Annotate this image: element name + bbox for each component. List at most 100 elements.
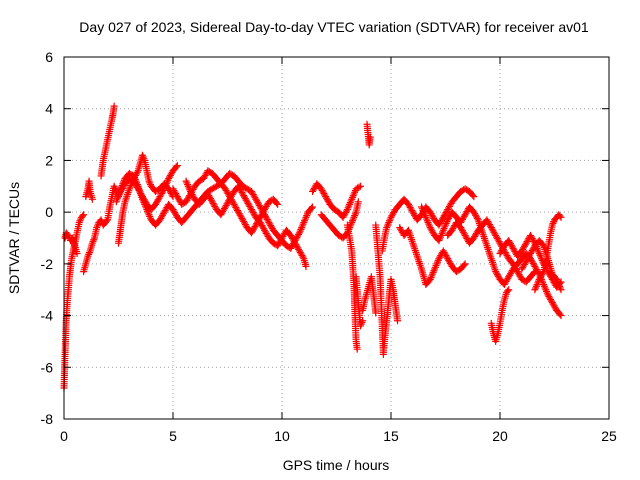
data-point [557,213,565,221]
data-point [356,182,364,190]
data-point [557,312,565,320]
data-point [141,202,149,210]
data-point [184,182,192,190]
data-point [127,181,135,189]
data-point [112,186,120,194]
data-point [437,231,445,239]
data-point [420,210,428,218]
data-points [60,102,565,392]
data-point [531,286,539,294]
data-point [372,309,380,317]
series-track-5 [97,102,118,180]
data-point [182,177,190,185]
data-point [553,277,561,285]
data-point [103,217,111,225]
data-point [539,240,547,248]
data-point [540,282,548,290]
data-point [439,226,447,234]
data-point [541,284,549,292]
x-tick-label: 10 [274,428,290,444]
data-point [557,286,565,294]
data-point [427,274,435,282]
data-point [84,252,92,260]
y-tick-label: 0 [45,204,53,220]
series-track-4 [82,177,96,203]
data-point [556,284,564,292]
data-point [164,176,172,184]
y-tick-label: -4 [41,308,54,324]
data-point [299,220,307,228]
data-point [296,227,304,235]
x-tick-label: 5 [169,428,177,444]
data-point [144,209,152,217]
x-tick-label: 25 [601,428,617,444]
data-point [295,229,303,237]
data-point [532,284,540,292]
data-point [531,268,539,276]
data-point [383,222,391,230]
data-point [184,181,192,189]
data-point [534,279,542,287]
x-tick-label: 15 [383,428,399,444]
y-tick-label: 6 [45,49,53,65]
data-point [442,221,449,229]
data-point [126,183,134,191]
y-axis-title: SDTVAR / TECUs [6,182,22,294]
data-point [75,218,83,226]
data-point [554,279,562,287]
series-track-23 [531,211,565,294]
data-point [64,231,72,239]
data-point [298,222,306,230]
data-point [132,177,140,185]
data-point [173,162,181,170]
data-point [386,217,394,225]
data-point [530,269,538,277]
data-point [140,199,148,207]
y-tick-label: -8 [41,411,54,427]
data-point [366,133,374,141]
data-point [461,260,469,268]
data-point [354,198,362,206]
data-point [347,197,355,205]
data-point [145,211,153,219]
data-point [89,237,97,245]
data-point [351,212,359,220]
data-point [273,199,281,207]
data-point [422,213,430,221]
data-point [347,220,355,228]
data-point [297,225,305,233]
data-point [355,183,363,191]
plot-frame [63,56,610,420]
data-point [424,218,432,226]
data-point [357,320,365,328]
data-point [85,250,93,258]
data-point [299,253,307,261]
data-point [302,262,310,270]
series-track-16 [372,221,402,358]
data-point [385,218,393,226]
data-point [542,286,550,294]
series-track-15 [359,273,380,317]
data-point [473,214,481,222]
data-point [80,211,88,219]
data-point [97,216,105,224]
data-point [144,207,152,215]
data-point [433,260,441,268]
data-point [351,188,359,196]
data-point [139,153,147,161]
series-track-6 [115,151,177,247]
data-point [556,282,564,290]
data-point [556,212,564,220]
data-point [384,220,392,228]
data-point [386,215,394,223]
data-point [426,222,434,230]
data-point [343,206,351,214]
data-point [419,206,427,214]
data-point [353,345,361,353]
data-point [432,262,440,270]
data-point [301,215,309,223]
data-point [130,174,138,182]
data-point [351,210,359,218]
data-point [555,281,563,289]
